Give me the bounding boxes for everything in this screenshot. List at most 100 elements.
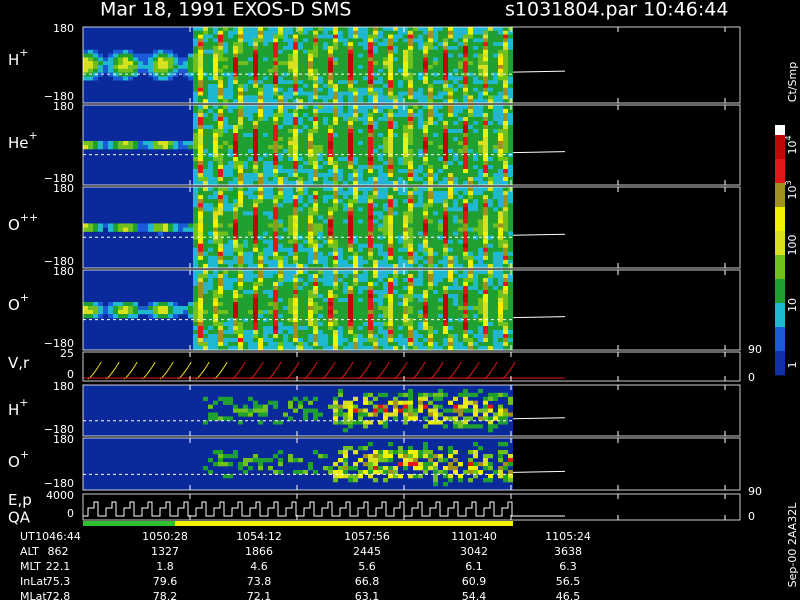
spectrogram-cell [488, 173, 493, 178]
spectrogram-cell [353, 145, 358, 150]
spectrogram-cell [403, 99, 408, 104]
spectrogram-cell [433, 239, 438, 244]
spectrogram-cell [303, 255, 308, 261]
spectrogram-cell [268, 27, 273, 32]
spectrogram-cell [263, 34, 268, 39]
spectrogram-cell [363, 141, 368, 146]
spectrogram-cell [258, 149, 263, 154]
spectrogram-cell [373, 278, 378, 283]
spectrogram-cell [413, 207, 418, 212]
spectrogram-cell [293, 87, 298, 92]
spectrogram-cell [228, 161, 233, 166]
spectrogram-cell [433, 263, 438, 269]
spectrogram-cell [378, 187, 383, 192]
spectrogram-cell [378, 169, 383, 174]
spectrogram-cell [258, 84, 263, 89]
spectrogram-cell [393, 117, 398, 122]
spectrogram-cell [203, 219, 208, 224]
spectrogram-cell [293, 72, 298, 77]
spectrogram-cell [458, 57, 463, 62]
spectrogram-cell [468, 117, 473, 122]
spectrogram-cell [303, 263, 308, 269]
spectrogram-cell [243, 95, 248, 100]
spectrogram-cell [368, 270, 373, 275]
spectrogram-cell [213, 109, 218, 114]
spectrogram-cell [493, 121, 498, 126]
spectrogram-cell [453, 65, 458, 70]
spectrogram-cell [428, 53, 433, 58]
spectrogram-cell [158, 302, 163, 307]
spectrogram-cell [243, 27, 248, 32]
spectrogram-cell [313, 278, 318, 283]
spectrogram-cell [463, 46, 468, 51]
spectrogram-cell [433, 46, 438, 51]
spectrogram-cell [323, 322, 328, 327]
spectrogram-cell [253, 187, 258, 192]
spectrogram-cell [493, 187, 498, 192]
spectrogram-cell [263, 68, 268, 73]
spectrogram-cell [218, 235, 223, 240]
spectrogram-cell [443, 53, 448, 58]
spectrogram-cell [238, 157, 243, 162]
spectrogram-cell [128, 72, 133, 77]
spectrogram-cell [203, 274, 208, 279]
spectrogram-cell [253, 330, 258, 335]
spectrogram-cell [498, 117, 503, 122]
spectrogram-cell [233, 314, 238, 319]
spectrogram-cell [438, 191, 443, 196]
spectrogram-cell [198, 263, 203, 269]
spectrogram-cell [483, 80, 488, 85]
spectrogram-cell [198, 65, 203, 70]
spectrogram-cell [338, 113, 343, 118]
spectrogram-cell [338, 80, 343, 85]
spectrogram-cell [248, 129, 253, 134]
spectrogram-cell [218, 215, 223, 220]
spectrogram-cell [303, 286, 308, 291]
spectrogram-cell [488, 80, 493, 85]
spectrogram-cell [333, 338, 338, 343]
spectrogram-cell [473, 53, 478, 58]
spectrogram-cell [253, 80, 258, 85]
spectrogram-cell [358, 294, 363, 299]
spectrogram-cell [508, 191, 513, 196]
spectrogram-cell [418, 235, 423, 240]
spectrogram-cell [323, 95, 328, 100]
spectrogram-cell [238, 141, 243, 146]
spectrogram-cell [213, 191, 218, 196]
spectrogram-cell [303, 330, 308, 335]
spectrogram-cell [313, 61, 318, 66]
spectrogram-cell [158, 231, 163, 236]
spectrogram-cell [493, 95, 498, 100]
spectrogram-cell [238, 278, 243, 283]
spectrogram-cell [378, 121, 383, 126]
spectrogram-cell [338, 153, 343, 158]
spectrogram-cell [238, 165, 243, 170]
spectrogram-cell [203, 310, 208, 315]
spectrogram-cell [198, 247, 203, 253]
spectrogram-cell [223, 263, 228, 269]
spectrogram-cell [313, 215, 318, 220]
spectrogram-cell [373, 145, 378, 150]
spectrogram-cell [243, 223, 248, 228]
spectrogram-cell [213, 314, 218, 319]
spectrogram-cell [288, 203, 293, 208]
spectrogram-cell [433, 231, 438, 236]
spectrogram-cell [363, 125, 368, 130]
spectrogram-cell [363, 342, 368, 347]
spectrogram-cell [458, 61, 463, 66]
spectrogram-cell [368, 109, 373, 114]
spectrogram-cell [198, 72, 203, 77]
spectrogram-cell [273, 38, 278, 43]
spectrogram-cell [393, 259, 398, 265]
spectrogram-cell [333, 199, 338, 204]
spectrogram-cell [388, 203, 393, 208]
spectrogram-cell [483, 211, 488, 216]
spectrogram-cell [488, 87, 493, 92]
spectrogram-cell [303, 191, 308, 196]
spectrogram-cell [488, 187, 493, 192]
spectrogram-cell [463, 53, 468, 58]
spectrogram-cell [318, 278, 323, 283]
spectrogram-cell [413, 263, 418, 269]
spectrogram-cell [383, 87, 388, 92]
spectrogram-cell [238, 338, 243, 343]
